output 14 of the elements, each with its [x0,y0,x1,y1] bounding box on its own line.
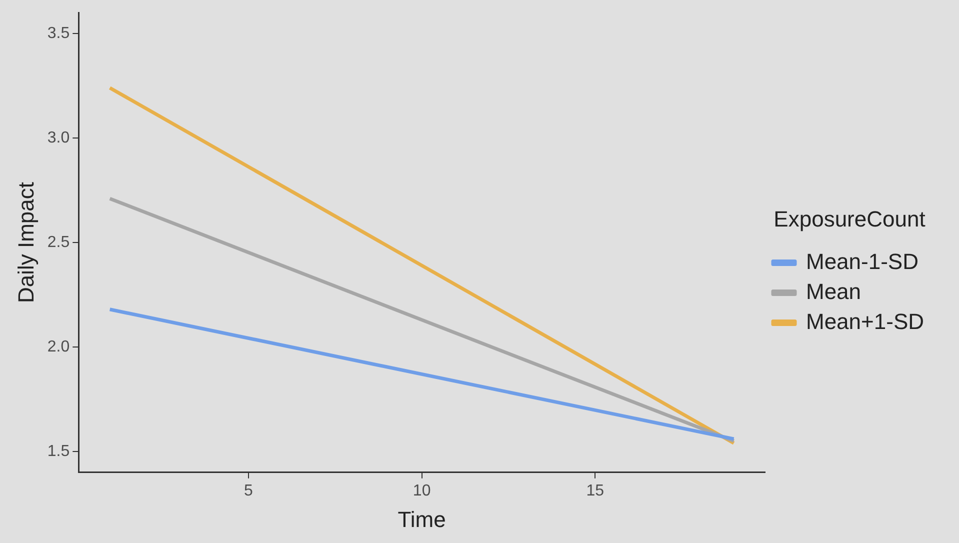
x-tick-label: 15 [586,482,604,500]
legend-label: Mean-1-SD [806,248,918,274]
y-tick-label: 3.5 [47,24,70,42]
x-tick-label: 10 [412,482,431,500]
x-axis-title: Time [398,506,446,532]
y-axis-title: Daily Impact [13,182,38,304]
legend-label: Mean+1-SD [806,308,924,334]
legend-label: Mean [806,278,862,304]
y-tick-label: 3.0 [47,129,70,146]
y-tick-label: 2.5 [47,234,70,251]
y-tick-label: 2.0 [47,338,70,356]
y-tick-label: 1.5 [47,442,70,460]
legend-title: ExposureCount [774,206,926,232]
x-tick-label: 5 [244,482,254,500]
